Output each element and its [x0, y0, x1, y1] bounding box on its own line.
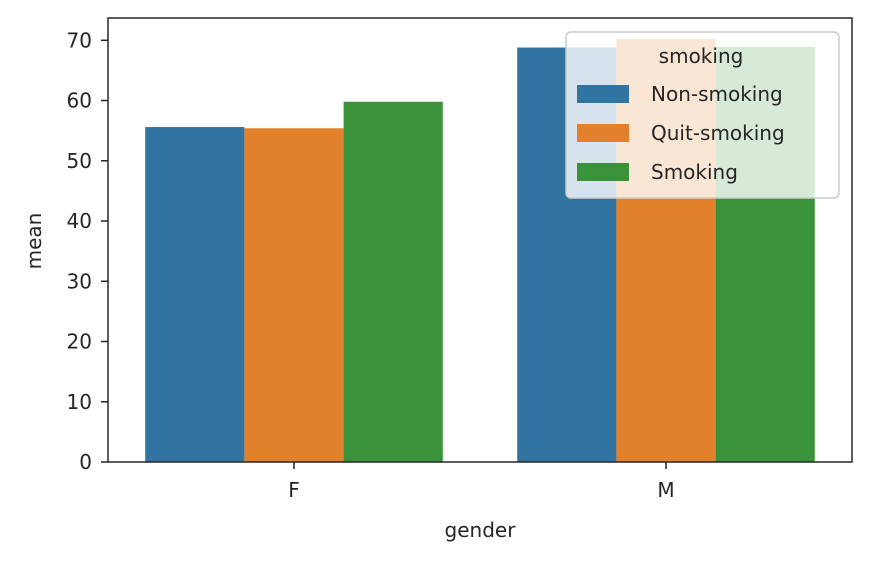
x-axis-label: gender	[445, 518, 517, 542]
y-tick-label-0: 0	[79, 450, 92, 474]
bar-quit-smoking-f	[244, 128, 344, 462]
x-tick-label-m: M	[657, 478, 674, 502]
y-tick-label-10: 10	[67, 390, 92, 414]
bar-non-smoking-f	[145, 127, 245, 463]
legend-title: smoking	[659, 44, 744, 68]
bar-smoking-f	[343, 101, 443, 462]
x-tick-label-f: F	[288, 478, 300, 502]
y-tick-label-20: 20	[67, 330, 92, 354]
y-tick-label-30: 30	[67, 269, 92, 293]
y-tick-label-60: 60	[67, 89, 92, 113]
y-tick-label-40: 40	[67, 209, 92, 233]
legend: smoking Non-smoking Quit-smoking Smoking	[565, 31, 840, 199]
y-tick-label-50: 50	[67, 149, 92, 173]
plot-frame	[107, 17, 853, 463]
legend-label-smoking: Smoking	[651, 160, 738, 184]
y-tick-label-70: 70	[67, 28, 92, 52]
y-axis-label: mean	[22, 213, 46, 270]
legend-frame	[565, 31, 840, 199]
legend-swatch-quit-smoking	[577, 124, 629, 142]
legend-swatch-smoking	[577, 163, 629, 181]
legend-label-non-smoking: Non-smoking	[651, 82, 783, 106]
legend-label-quit-smoking: Quit-smoking	[651, 121, 785, 145]
axes-group: F M 0 10 20 30 40 50 60 70	[67, 17, 853, 502]
legend-swatch-non-smoking	[577, 85, 629, 103]
